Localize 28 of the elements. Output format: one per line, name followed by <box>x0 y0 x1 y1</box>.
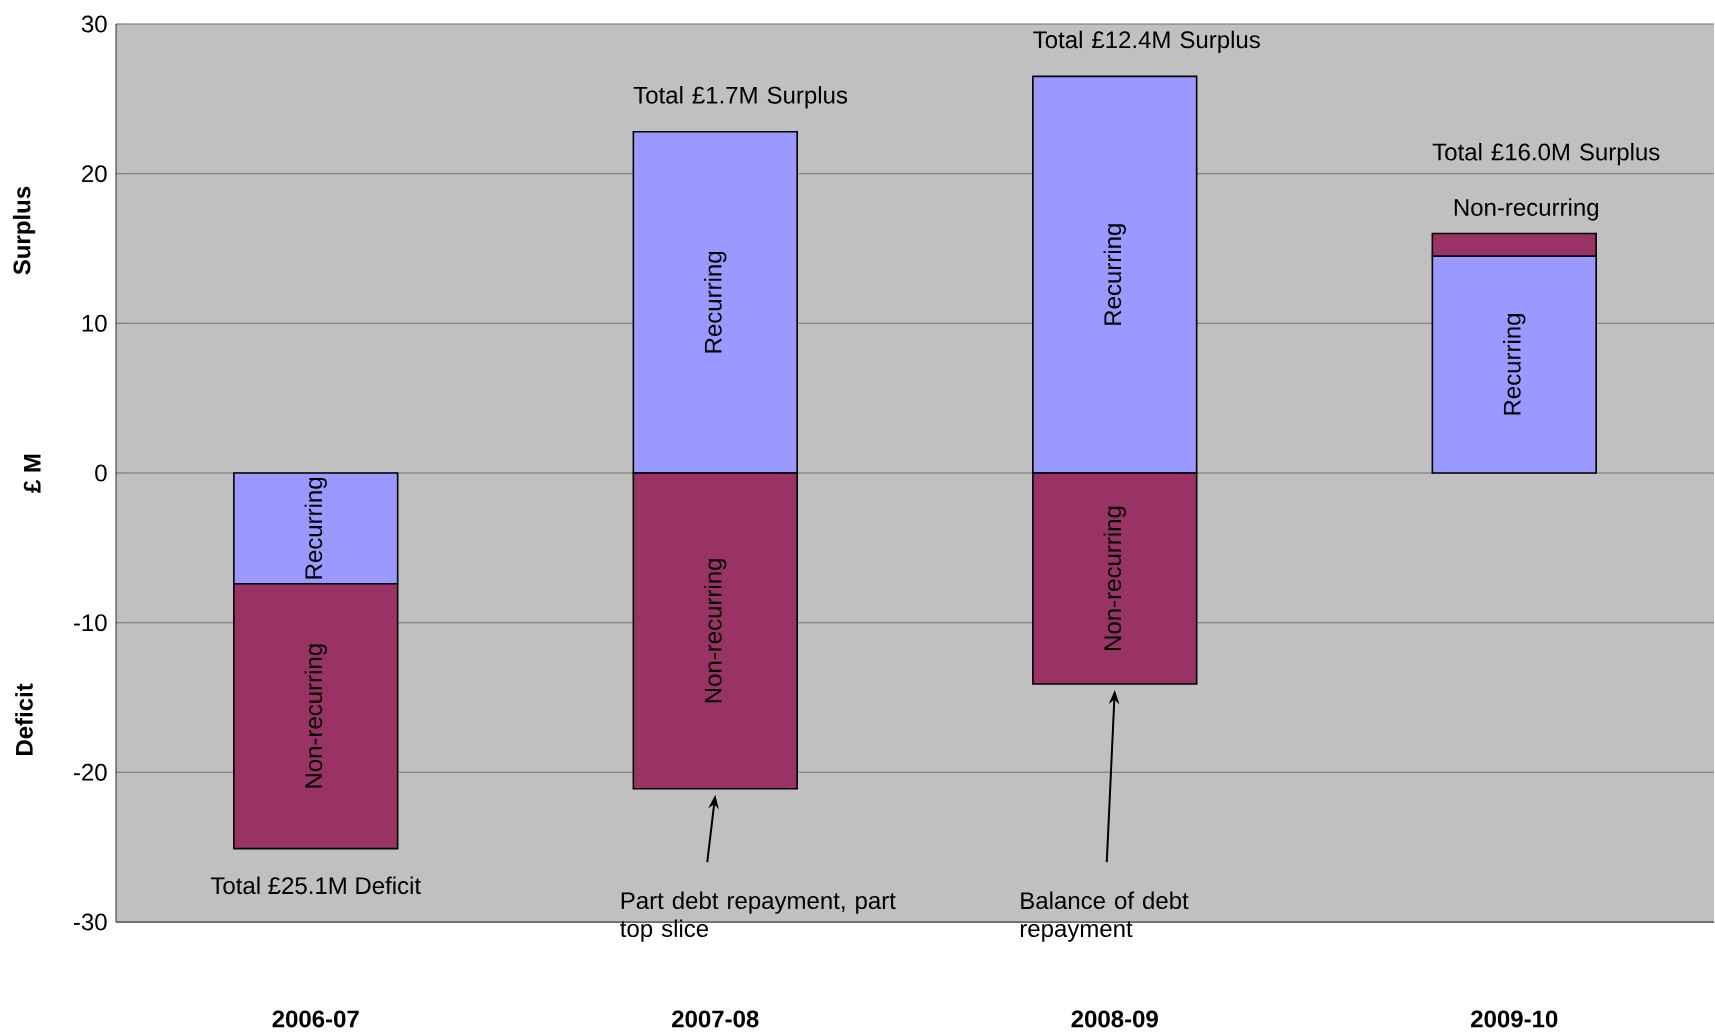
text: Non-recurring <box>704 559 727 703</box>
annotation: Balance of debt repayment <box>1020 891 1189 942</box>
total-label: Total £1.7M Surplus <box>633 86 848 109</box>
y-axis-title: £ M <box>23 454 41 493</box>
total-label: Total £16.0M Surplus <box>1432 142 1660 166</box>
y-tick-label: 30 <box>81 15 107 33</box>
y-tick-label: 20 <box>82 165 107 183</box>
text: Non-recurring <box>304 644 327 788</box>
annotation: Part debt repayment, part top slice <box>620 891 896 942</box>
y-tick-label: 0 <box>95 464 107 482</box>
x-tick-label: 2009-10 <box>1471 1010 1558 1028</box>
total-label: Total £25.1M Deficit <box>210 876 421 895</box>
y-tick-label: -10 <box>73 614 107 632</box>
total-label: Total £12.4M Surplus <box>1033 30 1260 54</box>
series-label: Recurring <box>304 477 327 579</box>
x-tick-label: 2006-07 <box>272 1010 359 1028</box>
series-label: Non-recurring <box>1454 198 1599 221</box>
y-tick-label: -20 <box>73 763 107 781</box>
text: Non-recurring <box>1103 506 1126 650</box>
y-tick-label: 10 <box>82 314 107 332</box>
x-tick-label: 2008-09 <box>1071 1010 1158 1028</box>
text: Deficit <box>15 683 33 756</box>
text: Recurring <box>1503 314 1526 415</box>
x-tick-label: 2007-08 <box>672 1010 759 1028</box>
text: Recurring <box>1103 224 1126 325</box>
y-tick-label: -30 <box>73 913 107 931</box>
text: Recurring <box>704 251 727 353</box>
text: Surplus <box>12 186 36 275</box>
